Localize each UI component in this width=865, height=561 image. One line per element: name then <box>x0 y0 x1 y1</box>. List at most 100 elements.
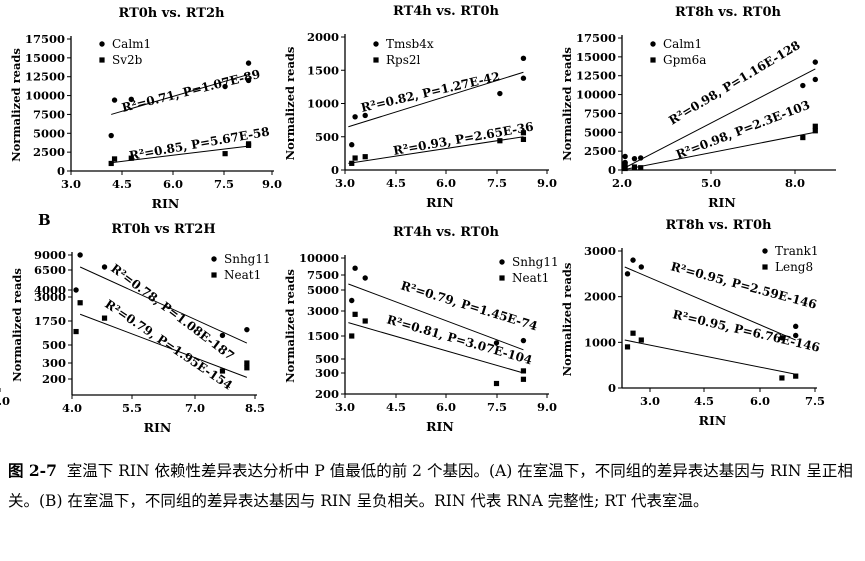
y-tick-label: 6500 <box>34 263 66 277</box>
y-tick-label: 2500 <box>584 144 616 158</box>
data-point <box>497 138 503 144</box>
fit-line <box>624 339 796 375</box>
y-tick-label: 1500 <box>307 63 339 77</box>
y-tick-label: 7500 <box>307 268 339 282</box>
data-point <box>128 96 134 103</box>
data-point <box>219 368 226 374</box>
data-point <box>244 326 250 333</box>
fit-line <box>79 313 248 378</box>
y-tick-label: 200 <box>42 372 66 386</box>
x-tick-label: 7.5 <box>805 394 825 408</box>
data-point <box>222 83 228 90</box>
data-point <box>779 375 785 381</box>
data-point <box>497 90 503 97</box>
y-tick-label: 12500 <box>25 70 65 84</box>
legend-marker <box>373 41 379 47</box>
x-tick-label: 4.0 <box>62 401 82 415</box>
data-point <box>638 264 644 270</box>
data-point <box>362 318 368 324</box>
data-point <box>520 368 527 374</box>
legend-marker <box>762 248 768 254</box>
x-tick-label: 2.0 <box>612 176 632 190</box>
caption-text: 室温下 RIN 依赖性差异表达分析中 P 值最低的前 2 个基因。(A) 在室温… <box>8 462 853 510</box>
x-tick-label: 6.0 <box>750 394 770 408</box>
legend-marker <box>211 256 217 262</box>
y-tick-label: 500 <box>315 352 339 366</box>
x-axis-label: RIN <box>426 419 454 434</box>
data-point <box>111 156 118 162</box>
y-tick-label: 1500 <box>307 329 339 343</box>
x-tick-label: 9.0 <box>537 176 557 190</box>
y-tick-label: 9000 <box>34 248 66 262</box>
data-point <box>812 128 818 134</box>
x-tick-label: 6.0 <box>436 400 456 414</box>
y-tick-label: 5000 <box>584 125 616 139</box>
data-point <box>493 340 500 346</box>
data-point <box>520 130 527 136</box>
legend-marker <box>99 41 105 47</box>
fit-line <box>111 145 249 164</box>
y-tick-label: 10000 <box>25 89 65 103</box>
regression-annotation: R²=0.95, P=6.76E-146 <box>671 307 821 355</box>
data-point <box>520 55 527 61</box>
legend-marker <box>99 57 105 63</box>
x-tick-label: 7.5 <box>214 177 234 191</box>
legend-label: Neat1 <box>224 268 261 282</box>
legend-label: Sv2b <box>112 53 143 67</box>
caption-label: 图 2-7 <box>8 461 57 480</box>
x-axis-label: RIN <box>144 420 172 435</box>
x-tick-label: 8.0 <box>785 176 805 190</box>
legend-label: Snhg11 <box>224 252 271 266</box>
legend-label: Calm1 <box>663 37 702 51</box>
x-tick-label: 3.0 <box>640 394 660 408</box>
data-point <box>638 155 644 161</box>
data-point <box>244 360 250 366</box>
y-tick-label: 10000 <box>576 88 616 102</box>
y-tick-label: 0 <box>331 163 339 177</box>
x-axis-label: RIN <box>426 195 454 210</box>
x-tick-label: 5.5 <box>122 401 142 415</box>
y-tick-label: 10000 <box>299 251 339 265</box>
y-tick-label: 1000 <box>584 335 616 349</box>
chart-3: RT8h vs. RT0h 0 2500 5000 7500 10000 12500 1500… <box>560 5 836 210</box>
data-point <box>630 257 636 263</box>
data-point <box>349 142 355 148</box>
y-tick-label: 2000 <box>307 30 339 44</box>
legend-label: Snhg11 <box>512 255 559 269</box>
figure-caption: 图 2-7 室温下 RIN 依赖性差异表达分析中 P 值最低的前 2 个基因。(… <box>8 456 858 516</box>
y-tick-label: 2500 <box>33 145 65 159</box>
data-point <box>101 264 108 270</box>
x-tick-label: 9.0 <box>262 177 282 191</box>
data-point <box>622 153 628 160</box>
x-tick-label: 5.0 <box>701 176 721 190</box>
data-point <box>622 162 628 168</box>
legend-marker <box>373 57 379 63</box>
data-point <box>630 330 636 336</box>
y-axis-label: Normalized reads <box>10 268 24 382</box>
data-point <box>812 76 818 83</box>
panel-label-b: B <box>38 211 51 229</box>
data-point <box>245 60 252 66</box>
data-point <box>812 123 818 129</box>
data-point <box>624 344 631 350</box>
data-point <box>352 155 358 161</box>
data-point <box>111 97 118 103</box>
y-tick-label: 300 <box>42 356 66 370</box>
data-point <box>101 315 108 321</box>
x-tick-label: 9.0 <box>0 394 10 408</box>
data-point <box>638 337 644 343</box>
y-tick-label: 300 <box>315 366 339 380</box>
data-point <box>800 134 806 141</box>
x-tick-label: 6.0 <box>163 177 183 191</box>
fit-line <box>621 131 816 171</box>
data-point <box>128 155 134 161</box>
data-point <box>793 332 799 339</box>
legend-label: Tmsb4x <box>386 37 434 51</box>
y-axis-label: Normalized reads <box>560 263 574 377</box>
fit-line <box>348 71 524 128</box>
data-point <box>638 165 644 171</box>
data-point <box>800 82 806 89</box>
y-tick-label: 1000 <box>307 97 339 111</box>
